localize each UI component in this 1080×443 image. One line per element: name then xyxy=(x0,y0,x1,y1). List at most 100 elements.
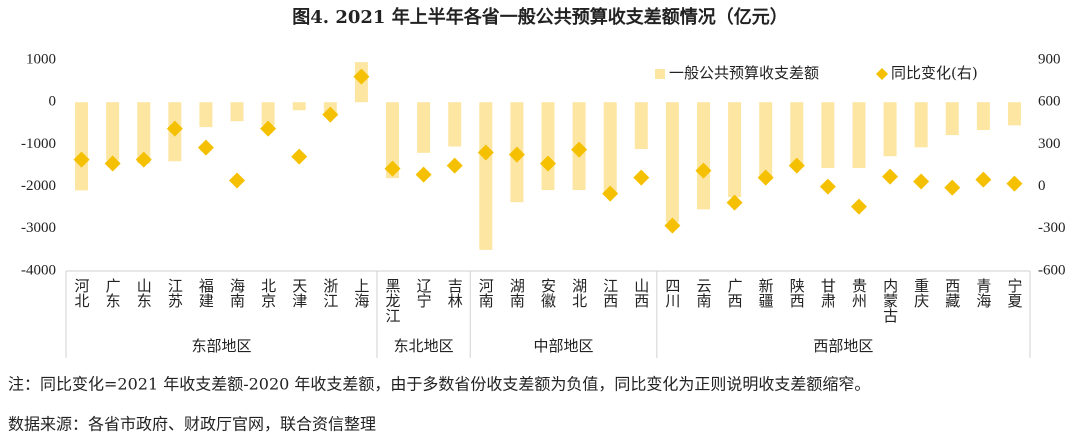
x-tick-label: 江苏 xyxy=(166,278,184,309)
bar xyxy=(386,102,400,179)
marker xyxy=(819,178,836,195)
x-tick-label: 湖北 xyxy=(570,278,588,308)
bar xyxy=(852,102,866,169)
marker xyxy=(415,166,432,183)
marker xyxy=(384,160,401,177)
x-tick-label: 福建 xyxy=(197,278,215,308)
x-tick-label: 天津 xyxy=(290,278,308,308)
x-tick-label: 宁夏 xyxy=(1005,278,1023,308)
marker xyxy=(788,157,805,174)
marker xyxy=(757,169,774,186)
group-label: 西部地区 xyxy=(813,337,873,355)
marker xyxy=(1006,175,1023,192)
group-label: 东部地区 xyxy=(191,337,251,355)
x-tick-label: 黑龙江 xyxy=(384,278,402,323)
x-tick-label: 贵州 xyxy=(850,278,868,308)
y-tick-label: -4000 xyxy=(21,262,56,278)
y2-tick-label: 600 xyxy=(1038,94,1061,110)
y-tick-label: -1000 xyxy=(21,136,56,152)
y2-tick-label: -300 xyxy=(1038,220,1066,236)
marker xyxy=(291,148,308,165)
marker xyxy=(695,162,712,179)
marker xyxy=(104,155,121,172)
marker xyxy=(850,198,867,215)
x-tick-label: 河北 xyxy=(73,278,91,308)
bar xyxy=(106,102,120,161)
bar xyxy=(479,102,493,250)
bar xyxy=(1007,102,1021,126)
bar xyxy=(696,102,710,210)
marker xyxy=(229,172,246,189)
x-tick-label: 吉林 xyxy=(446,278,464,308)
bar xyxy=(883,102,897,157)
x-tick-label: 广西 xyxy=(726,278,744,308)
y2-tick-label: 900 xyxy=(1038,51,1061,67)
source: 数据来源：各省市政府、财政厅官网，联合资信整理 xyxy=(8,415,376,434)
x-tick-label: 上海 xyxy=(352,278,370,308)
marker xyxy=(664,217,681,234)
marker xyxy=(540,155,556,172)
bar xyxy=(230,102,244,122)
x-tick-label: 重庆 xyxy=(912,278,930,308)
x-tick-label: 广东 xyxy=(104,278,122,308)
x-tick-label: 海南 xyxy=(228,278,246,308)
legend-swatch xyxy=(876,68,888,80)
x-tick-label: 北京 xyxy=(259,278,277,309)
marker xyxy=(260,120,277,137)
chart-title: 图4. 2021 年上半年各省一般公共预算收支差额情况（亿元） xyxy=(292,6,787,28)
marker xyxy=(571,141,588,158)
x-tick-label: 河南 xyxy=(477,278,495,308)
note: 注：同比变化=2021 年收支差额-2020 年收支差额，由于多数省份收支差额为… xyxy=(8,375,870,394)
x-tick-label: 内蒙古 xyxy=(881,278,899,323)
x-tick-label: 青海 xyxy=(974,278,992,308)
legend-swatch xyxy=(655,69,665,79)
y-tick-label: -3000 xyxy=(21,220,56,236)
y-tick-label: 0 xyxy=(49,94,57,110)
y2-tick-label: 0 xyxy=(1038,178,1046,194)
marker xyxy=(73,151,90,168)
bar xyxy=(759,102,773,181)
y-tick-label: -2000 xyxy=(21,178,56,194)
marker xyxy=(975,171,992,188)
marker xyxy=(944,179,961,196)
x-tick-label: 湖南 xyxy=(508,278,526,308)
y2-tick-label: -600 xyxy=(1038,262,1066,278)
bar xyxy=(790,102,804,165)
x-tick-label: 山东 xyxy=(135,278,153,308)
x-tick-label: 四川 xyxy=(663,278,681,308)
x-tick-label: 辽宁 xyxy=(415,278,433,308)
marker xyxy=(197,139,214,156)
marker xyxy=(913,173,930,190)
marker xyxy=(135,151,152,168)
marker xyxy=(166,120,183,137)
x-tick-label: 甘肃 xyxy=(819,278,837,308)
marker xyxy=(726,194,743,211)
bar xyxy=(199,102,213,128)
y2-tick-label: 300 xyxy=(1038,136,1061,152)
marker xyxy=(602,185,619,202)
bar xyxy=(634,102,648,150)
x-tick-label: 陕西 xyxy=(788,278,806,308)
bar xyxy=(945,102,959,136)
bar xyxy=(665,102,679,223)
bar xyxy=(914,102,928,148)
bar xyxy=(541,102,555,190)
bar xyxy=(417,102,431,153)
bar xyxy=(75,102,89,191)
x-tick-label: 新疆 xyxy=(757,278,775,308)
bar xyxy=(292,102,306,111)
x-tick-label: 安徽 xyxy=(539,278,557,308)
bar xyxy=(976,102,990,131)
marker xyxy=(477,144,494,161)
x-tick-label: 山西 xyxy=(632,278,650,308)
x-tick-label: 云南 xyxy=(694,278,712,308)
marker xyxy=(633,169,650,186)
bar xyxy=(261,102,275,126)
marker xyxy=(353,68,370,85)
group-label: 中部地区 xyxy=(534,337,594,355)
group-label: 东北地区 xyxy=(394,337,454,355)
marker xyxy=(322,106,339,123)
marker xyxy=(882,168,899,185)
y-tick-label: 1000 xyxy=(26,51,56,67)
